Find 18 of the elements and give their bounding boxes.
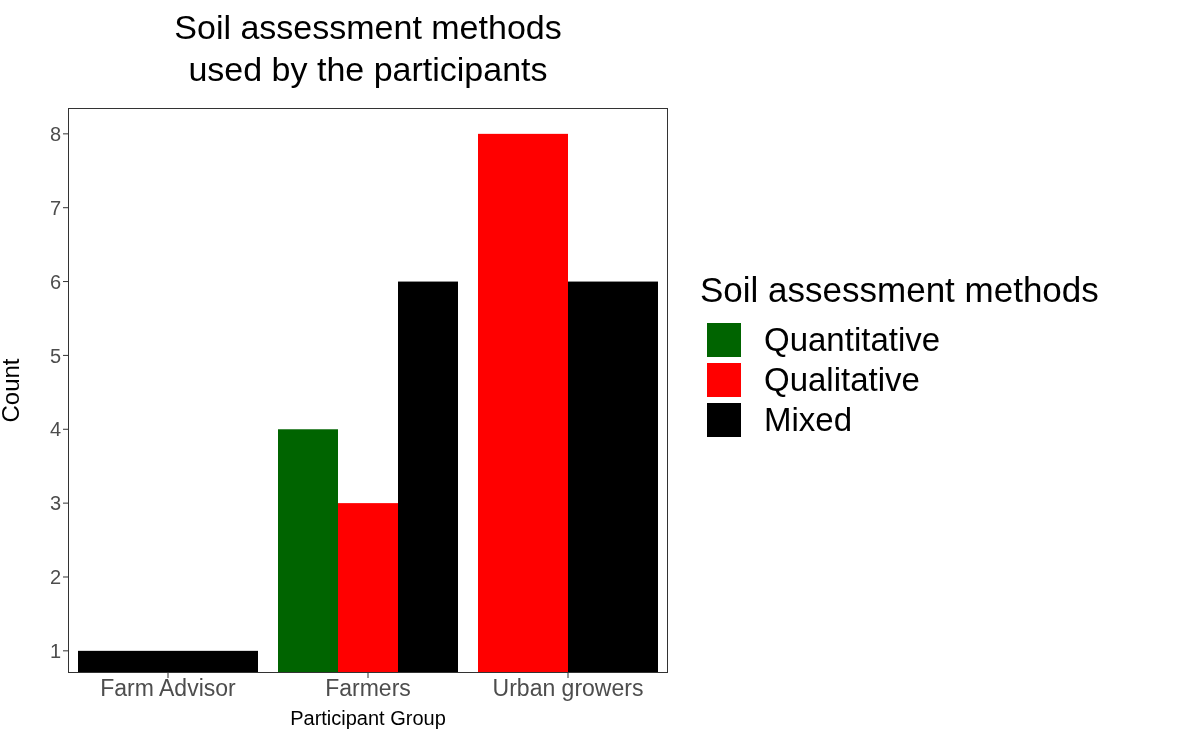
legend-label: Qualitative [764,361,920,399]
x-tick-label: Urban growers [492,675,644,702]
chart-title: Soil assessment methods used by the participants [173,7,563,90]
x-tick-label: Farm Advisor [100,675,237,702]
y-axis-title: Count [0,358,24,423]
legend-label: Mixed [764,401,853,439]
y-tick-label: 2 [49,566,61,589]
y-tick-label: 6 [49,270,61,293]
y-tick-label: 4 [49,418,61,441]
y-tick-label: 3 [49,492,61,515]
y-tick-label: 1 [49,639,61,662]
legend-title: Soil assessment methods [700,270,1099,310]
y-tick-label: 7 [49,196,61,219]
x-tick-label: Farmers [325,675,411,702]
x-axis-title: Participant Group [290,707,446,730]
y-tick-label: 8 [49,122,61,145]
y-tick-label: 5 [49,344,61,367]
legend-label: Quantitative [764,321,941,359]
